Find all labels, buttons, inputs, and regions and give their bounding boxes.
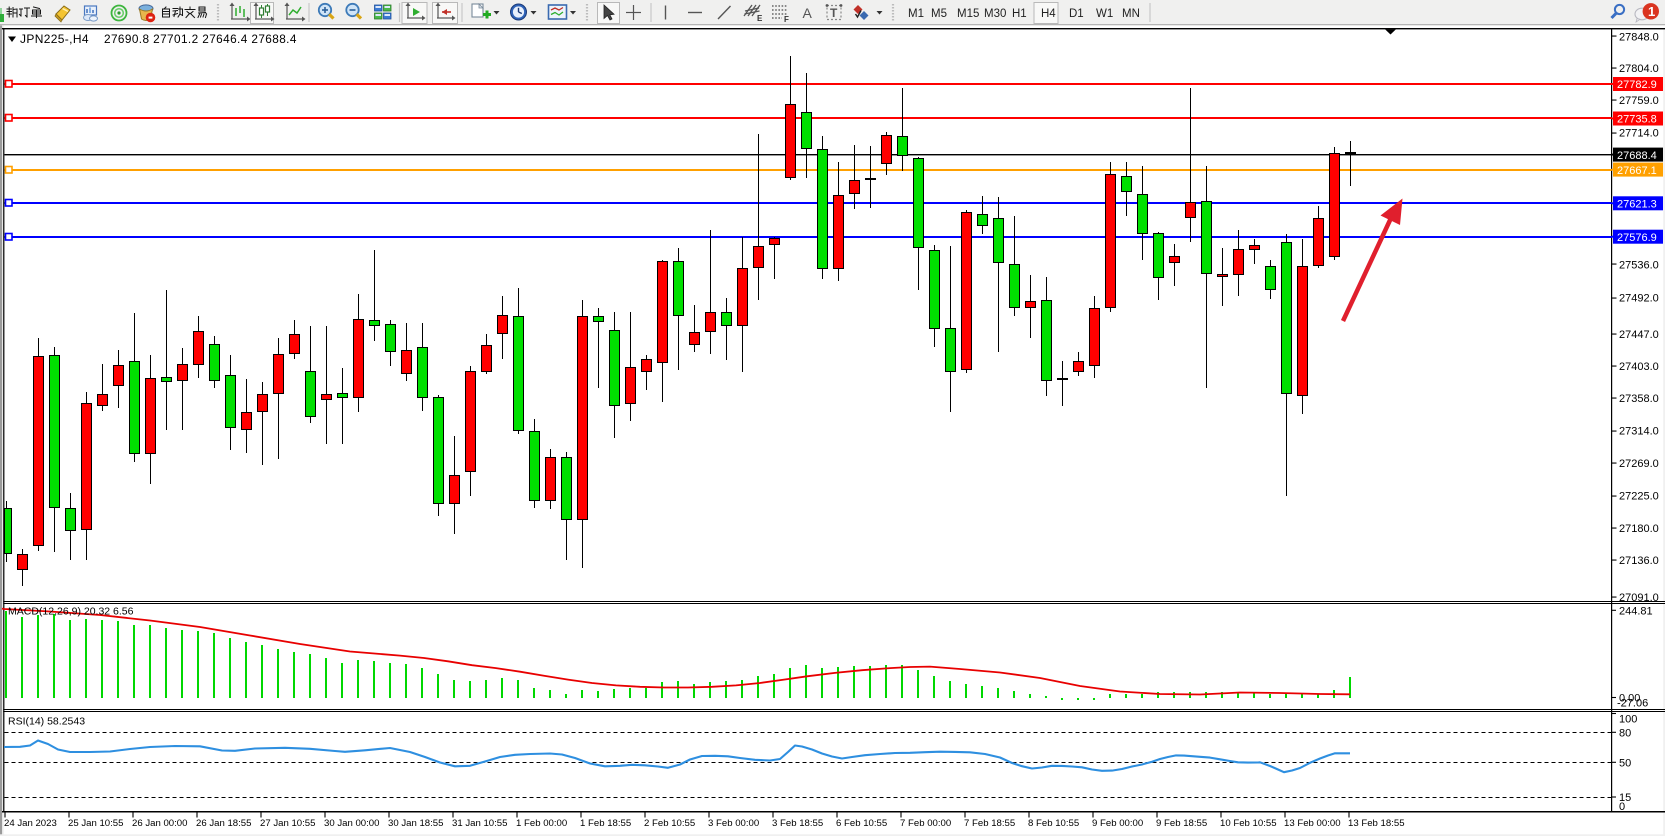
svg-text:1 Feb 00:00: 1 Feb 00:00 bbox=[516, 818, 567, 829]
svg-text:27759.0: 27759.0 bbox=[1619, 95, 1659, 107]
svg-text:H1: H1 bbox=[1012, 8, 1027, 20]
svg-text:27688.4: 27688.4 bbox=[1617, 150, 1657, 162]
svg-text:T: T bbox=[830, 6, 838, 20]
svg-text:27 Jan 10:55: 27 Jan 10:55 bbox=[260, 818, 315, 829]
svg-text:24 Jan 2023: 24 Jan 2023 bbox=[4, 818, 57, 829]
svg-text:M5: M5 bbox=[931, 8, 947, 20]
svg-text:27690.8 27701.2 27646.4 27688.: 27690.8 27701.2 27646.4 27688.4 bbox=[104, 32, 297, 46]
svg-text:31 Jan 10:55: 31 Jan 10:55 bbox=[452, 818, 507, 829]
svg-text:25 Jan 10:55: 25 Jan 10:55 bbox=[68, 818, 123, 829]
svg-text:6 Feb 10:55: 6 Feb 10:55 bbox=[836, 818, 887, 829]
svg-text:M1: M1 bbox=[908, 8, 924, 20]
svg-text:0.00: 0.00 bbox=[1619, 693, 1640, 705]
svg-text:27576.9: 27576.9 bbox=[1617, 232, 1657, 244]
svg-text:0: 0 bbox=[1619, 801, 1625, 813]
svg-text:27225.0: 27225.0 bbox=[1619, 491, 1659, 503]
svg-text:80: 80 bbox=[1619, 727, 1631, 739]
svg-text:8 Feb 10:55: 8 Feb 10:55 bbox=[1028, 818, 1079, 829]
svg-text:27269.0: 27269.0 bbox=[1619, 458, 1659, 470]
svg-text:27714.0: 27714.0 bbox=[1619, 128, 1659, 140]
svg-text:MACD(12,26,9) 20.32 6.56: MACD(12,26,9) 20.32 6.56 bbox=[8, 606, 134, 618]
svg-text:13 Feb 00:00: 13 Feb 00:00 bbox=[1284, 818, 1341, 829]
svg-text:27536.0: 27536.0 bbox=[1619, 260, 1659, 272]
svg-text:MN: MN bbox=[1122, 8, 1140, 20]
svg-text:27667.1: 27667.1 bbox=[1617, 165, 1657, 177]
svg-text:27136.0: 27136.0 bbox=[1619, 555, 1659, 567]
svg-text:3 Feb 00:00: 3 Feb 00:00 bbox=[708, 818, 759, 829]
svg-text:27447.0: 27447.0 bbox=[1619, 329, 1659, 341]
svg-text:27735.8: 27735.8 bbox=[1617, 114, 1657, 126]
svg-text:M30: M30 bbox=[984, 8, 1006, 20]
svg-text:27091.0: 27091.0 bbox=[1619, 592, 1659, 604]
svg-text:1: 1 bbox=[1648, 4, 1655, 19]
svg-text:27403.0: 27403.0 bbox=[1619, 361, 1659, 373]
svg-text:26 Jan 18:55: 26 Jan 18:55 bbox=[196, 818, 251, 829]
svg-text:244.81: 244.81 bbox=[1619, 605, 1653, 617]
svg-text:27358.0: 27358.0 bbox=[1619, 393, 1659, 405]
svg-text:27492.0: 27492.0 bbox=[1619, 293, 1659, 305]
svg-text:26 Jan 00:00: 26 Jan 00:00 bbox=[132, 818, 187, 829]
svg-text:50: 50 bbox=[1619, 757, 1631, 769]
svg-text:27621.3: 27621.3 bbox=[1617, 199, 1657, 211]
svg-text:W1: W1 bbox=[1096, 8, 1113, 20]
svg-text:27180.0: 27180.0 bbox=[1619, 523, 1659, 535]
svg-text:-27.06: -27.06 bbox=[1617, 698, 1648, 710]
svg-text:10 Feb 10:55: 10 Feb 10:55 bbox=[1220, 818, 1277, 829]
svg-text:E: E bbox=[757, 14, 763, 23]
svg-text:RSI(14) 58.2543: RSI(14) 58.2543 bbox=[8, 716, 85, 728]
svg-text:JPN225-,H4: JPN225-,H4 bbox=[20, 32, 89, 46]
svg-text:15: 15 bbox=[1619, 792, 1631, 804]
svg-text:27314.0: 27314.0 bbox=[1619, 426, 1659, 438]
svg-text:7 Feb 18:55: 7 Feb 18:55 bbox=[964, 818, 1015, 829]
svg-text:7 Feb 00:00: 7 Feb 00:00 bbox=[900, 818, 951, 829]
svg-text:27804.0: 27804.0 bbox=[1619, 63, 1659, 75]
svg-text:D1: D1 bbox=[1069, 8, 1084, 20]
svg-text:3 Feb 18:55: 3 Feb 18:55 bbox=[772, 818, 823, 829]
svg-text:1 Feb 18:55: 1 Feb 18:55 bbox=[580, 818, 631, 829]
svg-text:H4: H4 bbox=[1041, 8, 1056, 20]
svg-text:13 Feb 18:55: 13 Feb 18:55 bbox=[1348, 818, 1405, 829]
svg-text:M15: M15 bbox=[957, 8, 979, 20]
svg-text:30 Jan 18:55: 30 Jan 18:55 bbox=[388, 818, 443, 829]
svg-text:A: A bbox=[803, 5, 813, 21]
svg-text:30 Jan 00:00: 30 Jan 00:00 bbox=[324, 818, 379, 829]
svg-text:27848.0: 27848.0 bbox=[1619, 31, 1659, 43]
svg-text:2 Feb 10:55: 2 Feb 10:55 bbox=[644, 818, 695, 829]
svg-text:9 Feb 00:00: 9 Feb 00:00 bbox=[1092, 818, 1143, 829]
svg-text:9 Feb 18:55: 9 Feb 18:55 bbox=[1156, 818, 1207, 829]
svg-text:27782.9: 27782.9 bbox=[1617, 79, 1657, 91]
svg-text:100: 100 bbox=[1619, 714, 1637, 726]
svg-text:F: F bbox=[784, 15, 789, 24]
